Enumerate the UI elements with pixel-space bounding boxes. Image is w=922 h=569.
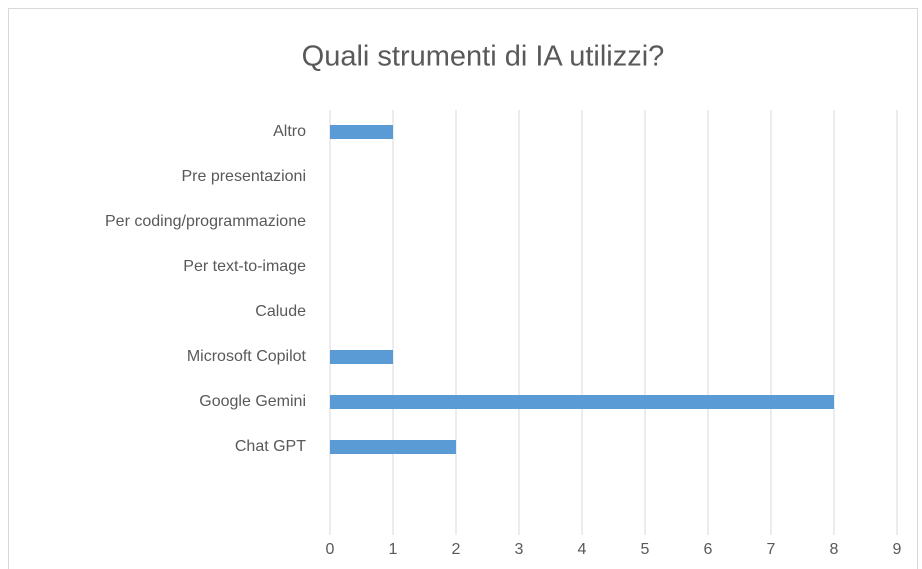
x-tick-label: 2 <box>452 541 461 558</box>
x-tick-label: 3 <box>515 541 524 558</box>
y-tick-label: Per text-to-image <box>183 258 306 275</box>
y-tick-label: Chat GPT <box>235 438 306 455</box>
x-tick-label: 0 <box>326 541 335 558</box>
y-tick-label: Calude <box>255 303 306 320</box>
chart-title: Quali strumenti di IA utilizzi? <box>302 41 665 73</box>
x-tick-label: 9 <box>893 541 902 558</box>
x-tick-label: 5 <box>641 541 650 558</box>
bar <box>330 350 393 364</box>
bar <box>330 395 834 409</box>
x-tick-label: 6 <box>704 541 713 558</box>
y-tick-label: Microsoft Copilot <box>187 348 307 365</box>
bar <box>330 125 393 139</box>
chart-border <box>8 8 918 569</box>
y-tick-label: Google Gemini <box>199 393 306 410</box>
y-tick-label: Pre presentazioni <box>181 168 306 185</box>
bar <box>330 440 456 454</box>
x-tick-label: 8 <box>830 541 839 558</box>
x-tick-label: 4 <box>578 541 587 558</box>
y-tick-label: Altro <box>273 123 306 140</box>
x-tick-label: 7 <box>767 541 776 558</box>
y-tick-label: Per coding/programmazione <box>105 213 306 230</box>
x-tick-label: 1 <box>389 541 398 558</box>
